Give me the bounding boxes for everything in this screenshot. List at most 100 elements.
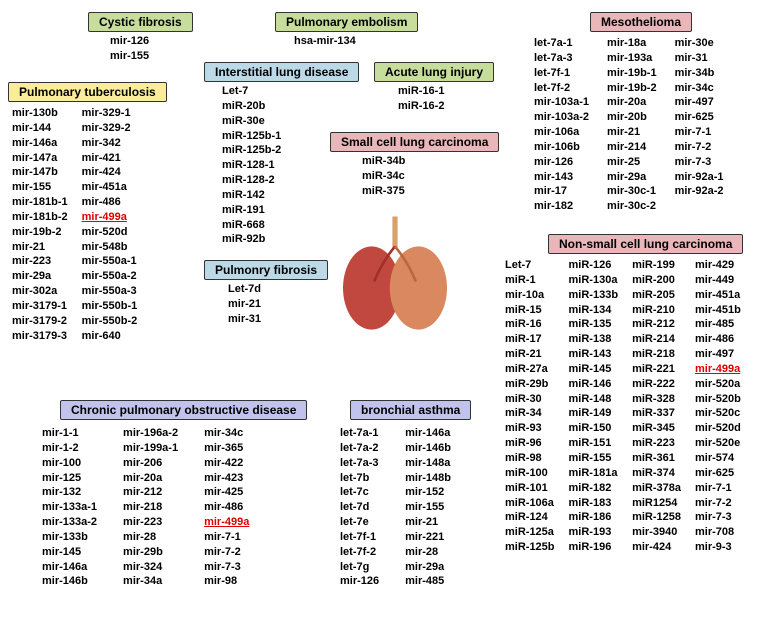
mir-item: miR-148 [569,392,619,407]
pulmonary-embolism-list: hsa-mir-134 [294,34,356,49]
mir-item: mir-708 [695,525,741,540]
mir-item: mir-449 [695,273,741,288]
mir-item: mir-423 [204,471,249,486]
copd-col3: mir-34cmir-365mir-422mir-423mir-425mir-4… [204,426,249,589]
mir-item: mir-218 [123,500,178,515]
cystic-fibrosis-list: mir-126mir-155 [110,34,149,64]
mir-item: mir-497 [675,95,724,110]
mir-item: mir-625 [695,466,741,481]
mir-item: miR-29b [505,377,555,392]
mir-item: Let-7 [505,258,555,273]
mir-item: mir-550a-2 [82,269,138,284]
mir-item: miR-193 [569,525,619,540]
nsclc-block: Non-small cell lung carcinoma [548,234,743,254]
mir-item: miR-106a [505,496,555,511]
mir-item: mir-145 [42,545,97,560]
sclc-list: miR-34bmiR-34cmiR-375 [362,154,405,199]
mir-item: let-7g [340,560,379,575]
mir-item: mir-106a [534,125,589,140]
mir-item: miR-34b [362,154,405,169]
mir-item: mir-550a-1 [82,254,138,269]
meso-block: Mesothelioma [590,12,692,32]
mir-item: mir-25 [607,155,657,170]
mir-item: mir-329-2 [82,121,138,136]
pulm-tb-cols: mir-130bmir-144mir-146amir-147amir-147bm… [12,106,137,344]
mir-item: mir-193a [607,51,657,66]
mir-item: mir-497 [695,347,741,362]
asthma-label: bronchial asthma [350,400,471,420]
mir-item: mir-625 [675,110,724,125]
mir-item: miR-1258 [632,510,681,525]
mir-item: mir-486 [695,332,741,347]
mir-item: miR-361 [632,451,681,466]
mir-item: mir-144 [12,121,68,136]
copd-block: Chronic pulmonary obstructive disease [60,400,307,420]
mir-item: miR-125b-1 [222,129,281,144]
mir-item: miR-212 [632,317,681,332]
mir-item: mir-181b-1 [12,195,68,210]
mir-item: mir-302a [12,284,68,299]
mir-item: mir-9-3 [695,540,741,555]
mir-item: miR-124 [505,510,555,525]
mir-item: let-7a-1 [340,426,379,441]
mir-item: mir-7-3 [204,560,249,575]
mir-item: miR-16 [505,317,555,332]
pulm-fibrosis-list: Let-7dmir-21mir-31 [228,282,261,327]
mir-item: mir-196a-2 [123,426,178,441]
acute-list: miR-16-1miR-16-2 [398,84,444,114]
mir-item: mir-19b-1 [607,66,657,81]
mir-item: mir-20b [607,110,657,125]
mir-item: miR-125b [505,540,555,555]
meso-col3: mir-30emir-31mir-34bmir-34cmir-497mir-62… [675,36,724,214]
mir-item: mir-34b [675,66,724,81]
mir-item: mir-365 [204,441,249,456]
mir-item: mir-92a-1 [675,170,724,185]
mir-item: mir-7-2 [204,545,249,560]
mir-item: mir-28 [123,530,178,545]
mir-item: mir-451b [695,303,741,318]
mir-item: miR-15 [505,303,555,318]
mir-item: let-7f-2 [340,545,379,560]
mir-item: miR-30 [505,392,555,407]
meso-col1: let-7a-1let-7a-3let-7f-1let-7f-2mir-103a… [534,36,589,214]
pulm-tb-block: Pulmonary tuberculosis [8,82,167,102]
acute-label: Acute lung injury [374,62,494,82]
mir-item: mir-146a [42,560,97,575]
mir-item: miR-138 [569,332,619,347]
mir-item: mir-421 [82,151,138,166]
mir-item: mir-520a [695,377,741,392]
mir-item: mir-499a [82,210,138,225]
mir-item: mir-424 [632,540,681,555]
mir-item: miR-375 [362,184,405,199]
mir-item: mir-520c [695,406,741,421]
copd-label: Chronic pulmonary obstructive disease [60,400,307,420]
mir-item: mir-31 [228,312,261,327]
mir-item: miR-128-2 [222,173,281,188]
mir-item: mir-485 [405,574,451,589]
mir-item: miR-20b [222,99,281,114]
cystic-fibrosis-block: Cystic fibrosis [88,12,193,32]
mir-item: mir-125 [42,471,97,486]
mir-item: mir-324 [123,560,178,575]
mir-item: mir-1-2 [42,441,97,456]
mir-item: miR-134 [569,303,619,318]
nsclc-label: Non-small cell lung carcinoma [548,234,743,254]
mir-item: miR-149 [569,406,619,421]
mir-item: miR-146 [569,377,619,392]
mir-item: mir-147a [12,151,68,166]
mir-item: mir-329-1 [82,106,138,121]
mir-item: miR-21 [505,347,555,362]
mir-item: mir-21 [607,125,657,140]
mir-item: mir-92a-2 [675,184,724,199]
mir-item: let-7c [340,485,379,500]
mir-item: miR-98 [505,451,555,466]
asthma-cols: let-7a-1let-7a-2let-7a-3let-7blet-7clet-… [340,426,451,589]
mir-item: mir-7-1 [675,125,724,140]
nsclc-cols: Let-7miR-1mir-10amiR-15miR-16miR-17miR-2… [505,258,741,555]
mir-item: mir-130b [12,106,68,121]
pulm-fibrosis-label: Pulmonry fibrosis [204,260,328,280]
mir-item: mir-499a [695,362,741,377]
mir-item: miR-128-1 [222,158,281,173]
mir-item: mir-106b [534,140,589,155]
mir-item: let-7d [340,500,379,515]
